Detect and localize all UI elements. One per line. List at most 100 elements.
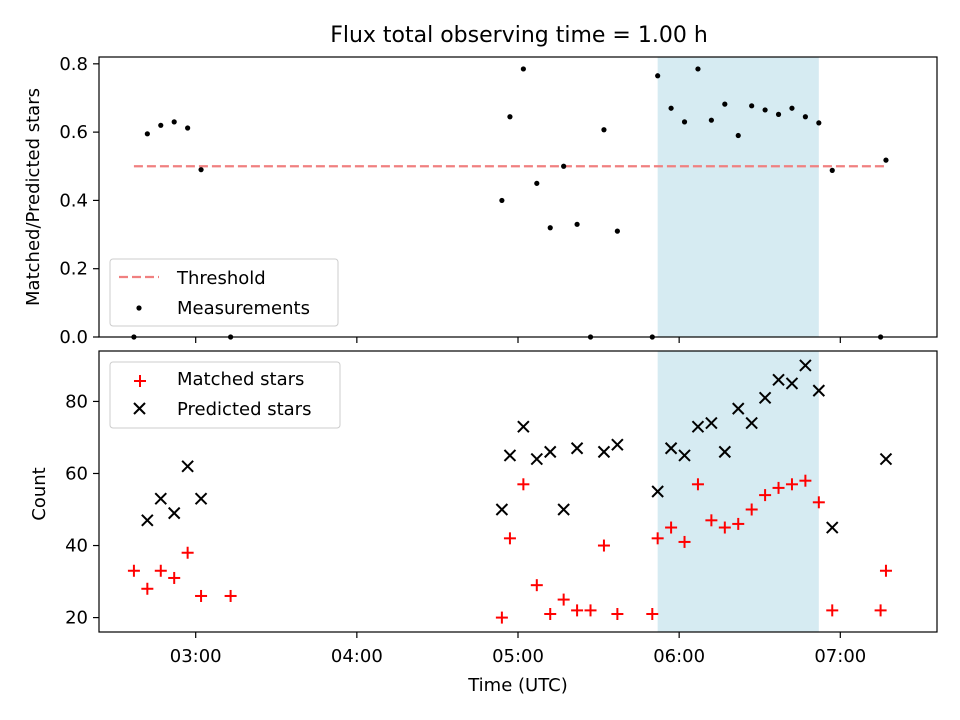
- y-tick-label: 0.2: [59, 259, 88, 280]
- data-point-predicted: [678, 449, 691, 462]
- y-tick-label: 0.4: [59, 190, 88, 211]
- data-point-predicted: [181, 460, 194, 473]
- data-point-matched: [557, 593, 570, 606]
- data-point: [722, 101, 728, 107]
- y-tick-label: 80: [65, 391, 88, 412]
- data-point-matched: [503, 532, 516, 545]
- data-point: [816, 120, 822, 126]
- data-point-predicted: [691, 420, 705, 433]
- ratio-y-axis-label: Matched/Predicted stars: [23, 88, 44, 306]
- data-point-predicted: [664, 442, 678, 455]
- legend-predicted-swatch: [133, 402, 146, 415]
- count-panel: 03:00 04:00 05:00 06:00 07:00 20 40 60 80 Count…: [29, 350, 938, 696]
- data-point: [507, 114, 513, 120]
- data-point-predicted: [517, 420, 530, 433]
- count-y-axis-label: Count: [29, 467, 50, 520]
- data-point-matched: [224, 589, 237, 602]
- data-point-matched: [705, 514, 718, 527]
- data-point: [883, 157, 889, 163]
- data-point-matched: [517, 478, 530, 491]
- data-point-predicted: [812, 384, 826, 397]
- observation-window-span: [657, 57, 819, 337]
- data-point-predicted: [597, 445, 611, 459]
- count-series: [127, 359, 893, 624]
- data-point-predicted: [745, 416, 758, 430]
- count-y-ticks: 20 40 60 80: [65, 391, 99, 629]
- data-point-predicted: [785, 377, 799, 390]
- data-point-predicted: [544, 445, 557, 459]
- data-point-matched: [544, 607, 557, 620]
- data-point: [668, 105, 674, 111]
- data-point-matched: [799, 474, 812, 487]
- data-point-predicted: [503, 449, 517, 462]
- data-point: [601, 127, 607, 133]
- data-point-matched: [530, 579, 543, 592]
- data-point-predicted: [705, 416, 718, 430]
- data-point: [144, 131, 150, 137]
- data-point-matched: [141, 582, 154, 595]
- data-point: [520, 66, 526, 72]
- data-point-matched: [785, 478, 798, 491]
- x-tick-label: 05:00: [492, 646, 544, 667]
- y-tick-label: 0.6: [59, 122, 88, 143]
- data-point-predicted: [651, 485, 664, 498]
- x-tick-label: 06:00: [653, 646, 705, 667]
- count-legend-box: [109, 361, 341, 429]
- data-point-predicted: [557, 503, 570, 516]
- data-point: [561, 163, 567, 169]
- chart-title: Flux total observing time = 1.00 h: [330, 23, 708, 48]
- data-point-predicted: [530, 452, 544, 466]
- legend-predicted-label: Predicted stars: [177, 399, 311, 420]
- count-legend: Matched stars Predicted stars: [109, 361, 341, 429]
- data-point-matched: [826, 604, 839, 617]
- ratio-legend: Threshold Measurements: [109, 258, 339, 327]
- data-point: [547, 225, 553, 231]
- data-point-matched: [651, 532, 664, 545]
- data-point-matched: [154, 564, 167, 577]
- x-axis-label: Time (UTC): [467, 675, 568, 696]
- data-point: [802, 114, 808, 120]
- y-tick-label: 20: [65, 608, 88, 629]
- ratio-panel: 0.00.20.40.60.8 Matched/Predicted stars …: [23, 54, 938, 348]
- data-point-matched: [732, 517, 745, 530]
- data-point-predicted: [141, 514, 154, 527]
- data-point: [695, 66, 701, 72]
- legend-measurements-swatch: [136, 305, 142, 311]
- data-point-matched: [571, 604, 584, 617]
- data-point-predicted: [718, 445, 732, 459]
- data-point: [829, 167, 835, 173]
- data-point-predicted: [732, 402, 745, 415]
- legend-measurements-label: Measurements: [177, 298, 310, 319]
- data-point: [762, 107, 768, 113]
- data-point-predicted: [570, 442, 584, 455]
- data-point: [158, 122, 164, 128]
- data-point-matched: [127, 564, 140, 577]
- observation-window-span: [657, 351, 819, 632]
- data-point: [185, 125, 191, 131]
- data-point-predicted: [879, 452, 893, 466]
- x-tick-label: 03:00: [170, 646, 222, 667]
- data-point-matched: [665, 521, 678, 534]
- y-tick-label: 0.8: [59, 54, 88, 75]
- data-point-predicted: [495, 503, 509, 516]
- data-point: [708, 117, 714, 123]
- data-point: [171, 119, 177, 125]
- data-point-matched: [879, 564, 892, 577]
- ratio-x-ticks: [195, 337, 841, 343]
- data-point-matched: [874, 604, 887, 617]
- data-point: [655, 73, 661, 79]
- data-point: [198, 167, 204, 173]
- data-point-predicted: [611, 438, 624, 451]
- data-point-matched: [691, 478, 704, 491]
- data-point-matched: [772, 481, 785, 494]
- y-tick-label: 40: [65, 536, 88, 557]
- legend-matched-label: Matched stars: [177, 369, 304, 390]
- data-point-matched: [646, 607, 659, 620]
- data-point-matched: [759, 489, 772, 502]
- data-point-predicted: [799, 359, 812, 372]
- data-point: [499, 197, 505, 204]
- data-point-matched: [181, 546, 194, 559]
- data-point-matched: [718, 521, 731, 534]
- y-tick-label: 0.0: [59, 327, 88, 348]
